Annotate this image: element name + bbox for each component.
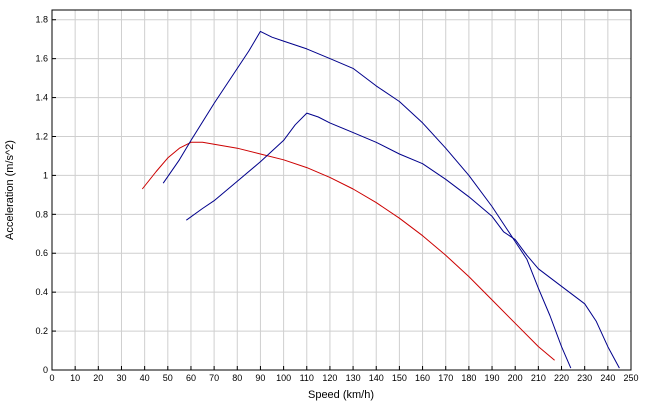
- grid: [52, 10, 631, 370]
- x-tick-label: 220: [554, 373, 569, 383]
- y-tick-label: 1: [43, 170, 48, 180]
- y-tick-label: 0.4: [35, 287, 48, 297]
- x-tick-label: 20: [93, 373, 103, 383]
- x-tick-label: 90: [255, 373, 265, 383]
- x-tick-label: 30: [116, 373, 126, 383]
- x-tick-label: 230: [577, 373, 592, 383]
- x-tick-label: 130: [346, 373, 361, 383]
- x-tick-label: 60: [186, 373, 196, 383]
- y-tick-label: 1.2: [35, 131, 48, 141]
- y-tick-label: 0.8: [35, 209, 48, 219]
- x-tick-label: 200: [508, 373, 523, 383]
- x-tick-label: 100: [276, 373, 291, 383]
- x-tick-label: 170: [438, 373, 453, 383]
- x-tick-label: 150: [392, 373, 407, 383]
- x-tick-label: 240: [600, 373, 615, 383]
- x-tick-label: 190: [485, 373, 500, 383]
- series-lines: [141, 30, 620, 369]
- x-tick-label: 80: [232, 373, 242, 383]
- x-axis-label: Speed (km/h): [308, 389, 374, 401]
- x-tick-label: 140: [369, 373, 384, 383]
- x-tick-label: 180: [461, 373, 476, 383]
- x-tick-label: 70: [209, 373, 219, 383]
- y-tick-label: 1.8: [35, 15, 48, 25]
- y-tick-label: 0: [43, 365, 48, 375]
- x-tick-label: 0: [49, 373, 54, 383]
- y-tick-label: 1.6: [35, 54, 48, 64]
- y-tick-label: 0.2: [35, 326, 48, 336]
- series-line-2: [162, 30, 572, 369]
- x-tick-label: 160: [415, 373, 430, 383]
- tick-labels: 0 10 20 30 40 50 60 70 80 90 100 110 120 130 140 150 160…: [35, 15, 638, 383]
- series-line-1: [141, 141, 555, 361]
- series-line-3: [186, 112, 620, 369]
- x-tick-label: 10: [70, 373, 80, 383]
- x-tick-label: 50: [163, 373, 173, 383]
- x-tick-label: 110: [300, 373, 314, 383]
- x-tick-label: 120: [322, 373, 337, 383]
- x-tick-label: 210: [531, 373, 546, 383]
- x-tick-label: 250: [623, 373, 638, 383]
- plot-frame: [51, 9, 632, 371]
- y-axis-label: Acceleration (m/s^2): [4, 140, 16, 240]
- y-tick-label: 1.4: [35, 93, 48, 103]
- y-tick-label: 0.6: [35, 248, 48, 258]
- x-tick-label: 40: [140, 373, 150, 383]
